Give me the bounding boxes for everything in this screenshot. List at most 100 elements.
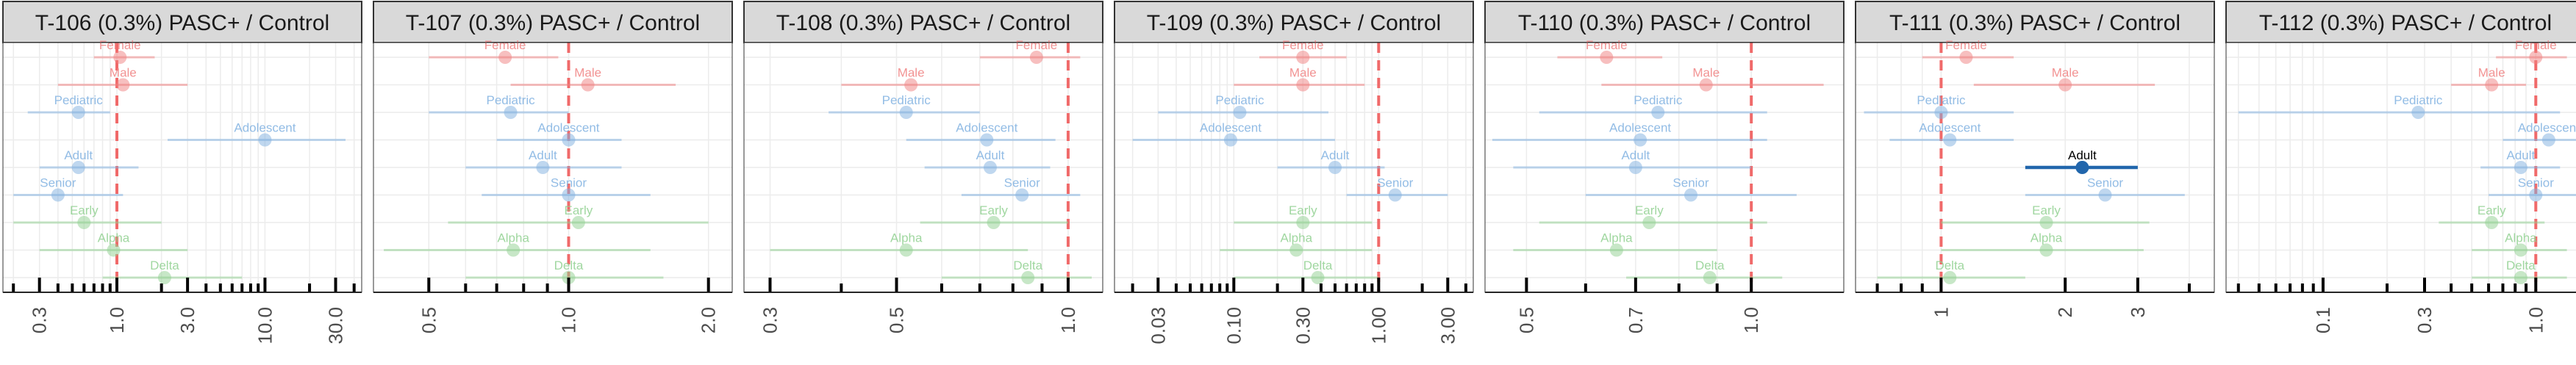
panel-border	[1484, 42, 1845, 293]
point-marker	[504, 106, 518, 119]
estimate-adult: Adult	[924, 148, 1051, 174]
estimate-pediatric: Pediatric	[829, 93, 980, 119]
point-label: Delta	[2506, 259, 2536, 272]
estimate-senior: Senior	[482, 176, 651, 202]
point-marker	[1311, 271, 1325, 284]
point-marker	[899, 106, 913, 119]
estimate-male: Male	[1973, 66, 2155, 92]
point-label: Adolescent	[1919, 121, 1981, 135]
point-marker	[1021, 271, 1035, 284]
estimate-delta: Delta	[465, 259, 664, 284]
facet-panel-7: T-112 (0.3%) PASC+ / Control Female Male Pe…	[2225, 1, 2576, 333]
estimate-adolescent: Adolescent	[1889, 121, 2014, 147]
estimate-adolescent: Adolescent	[1132, 121, 1336, 147]
point-label: Senior	[2087, 176, 2123, 190]
estimate-alpha: Alpha	[770, 231, 1028, 257]
point-marker	[562, 188, 576, 202]
point-label: Adult	[1321, 148, 1350, 162]
estimate-early: Early	[448, 203, 709, 229]
point-label: Alpha	[2031, 231, 2063, 245]
x-tick-label: 0.3	[2414, 307, 2436, 333]
point-marker	[562, 133, 576, 147]
point-label: Senior	[551, 176, 587, 190]
panel-border	[743, 42, 1103, 293]
point-label: Female	[1016, 38, 1058, 52]
estimate-pediatric: Pediatric	[429, 93, 569, 119]
point-label: Pediatric	[882, 93, 931, 107]
x-tick-label: 3.0	[176, 307, 198, 333]
point-label: Delta	[150, 259, 179, 272]
facet-strip	[2225, 1, 2576, 43]
point-marker	[258, 133, 272, 147]
facet-title: T-106 (0.3%) PASC+ / Control	[35, 11, 329, 35]
point-label: Senior	[40, 176, 76, 190]
estimate-female: Female	[1259, 38, 1347, 64]
panel-border	[2225, 42, 2576, 293]
point-marker	[2058, 78, 2072, 92]
estimate-early: Early	[2439, 203, 2545, 229]
point-marker	[987, 216, 1001, 229]
estimate-delta: Delta	[1234, 259, 1379, 284]
point-label: Pediatric	[2394, 93, 2443, 107]
point-marker	[1642, 216, 1656, 229]
facet-strip	[1855, 1, 2215, 43]
point-label: Adolescent	[537, 121, 599, 135]
estimate-delta: Delta	[102, 259, 243, 284]
point-marker	[1959, 51, 1973, 64]
x-tick-label: 0.03	[1147, 307, 1169, 344]
point-marker	[2485, 78, 2499, 92]
estimate-delta: Delta	[941, 259, 1092, 284]
x-tick-label: 10.0	[254, 307, 276, 344]
point-marker	[904, 78, 918, 92]
estimate-male: Male	[57, 66, 188, 92]
point-label: Pediatric	[1215, 93, 1264, 107]
point-label: Adult	[2507, 148, 2536, 162]
point-marker	[2039, 216, 2053, 229]
facet-panel-3: T-108 (0.3%) PASC+ / Control Female Male Pe…	[743, 1, 1103, 333]
point-marker	[1699, 78, 1713, 92]
point-label: Female	[484, 38, 526, 52]
point-marker	[2098, 188, 2112, 202]
estimate-adult: Adult	[465, 148, 622, 174]
facet-title: T-110 (0.3%) PASC+ / Control	[1518, 11, 1811, 35]
point-label: Male	[1289, 66, 1317, 80]
facet-strip	[1484, 1, 1845, 43]
facet-panel-6: T-111 (0.3%) PASC+ / Control Female Male Pe…	[1855, 1, 2215, 317]
point-marker	[498, 51, 512, 64]
point-marker	[1703, 271, 1717, 284]
point-marker	[1296, 78, 1310, 92]
estimate-adolescent: Adolescent	[167, 121, 346, 147]
point-label: Female	[1282, 38, 1324, 52]
point-label: Early	[2032, 203, 2061, 217]
facet-title: T-108 (0.3%) PASC+ / Control	[776, 11, 1070, 35]
point-label: Adult	[529, 148, 557, 162]
facet-panel-1: T-106 (0.3%) PASC+ / Control Female Male Pe…	[2, 1, 362, 344]
estimate-pediatric: Pediatric	[2238, 93, 2561, 119]
x-tick-label: 3.00	[1437, 307, 1459, 344]
point-label: Adolescent	[2518, 121, 2576, 135]
point-label: Early	[1289, 203, 1317, 217]
estimate-alpha: Alpha	[1941, 231, 2144, 257]
point-label: Alpha	[497, 231, 529, 245]
point-marker	[77, 216, 91, 229]
point-label: Early	[2477, 203, 2506, 217]
point-label: Delta	[1013, 259, 1042, 272]
estimate-alpha: Alpha	[2472, 231, 2567, 257]
point-label: Male	[574, 66, 601, 80]
facet-strip	[743, 1, 1103, 43]
x-tick-label: 1.0	[1057, 307, 1079, 333]
point-label: Senior	[2518, 176, 2554, 190]
estimate-female: Female	[979, 38, 1081, 64]
estimate-delta: Delta	[1877, 259, 2025, 284]
x-tick-label: 0.5	[886, 307, 908, 333]
point-marker	[2039, 243, 2053, 257]
point-label: Male	[110, 66, 137, 80]
point-label: Adult	[64, 148, 93, 162]
estimate-male: Male	[510, 66, 676, 92]
point-label: Pediatric	[1917, 93, 1966, 107]
point-marker	[2529, 51, 2543, 64]
facet-panel-5: T-110 (0.3%) PASC+ / Control Female Male Pe…	[1484, 1, 1845, 333]
panel-border	[2, 42, 362, 293]
point-label: Female	[1945, 38, 1987, 52]
point-marker	[51, 188, 65, 202]
